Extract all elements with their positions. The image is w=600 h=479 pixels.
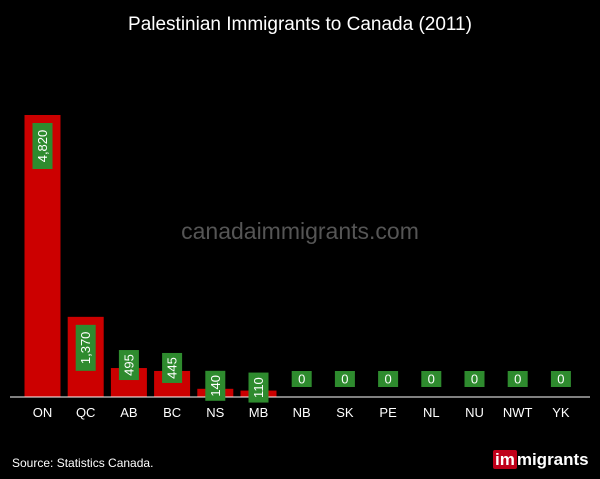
data-label-bg — [507, 371, 528, 387]
data-label-bg — [205, 370, 226, 401]
data-label-nu: 0 — [464, 371, 485, 387]
x-tick-label-pe: PE — [379, 405, 397, 420]
x-tick-label-nu: NU — [465, 405, 484, 420]
data-label-text: 0 — [428, 372, 435, 387]
data-label-on: 4,820 — [32, 123, 53, 169]
data-label-bg — [32, 123, 53, 169]
data-label-bg — [378, 371, 399, 387]
data-label-bg — [421, 371, 442, 387]
data-label-bg — [334, 371, 355, 387]
data-label-text: 140 — [208, 375, 223, 397]
x-tick-label-mb: MB — [249, 405, 269, 420]
data-label-bg — [291, 371, 312, 387]
data-label-text: 0 — [471, 372, 478, 387]
data-label-bg — [75, 324, 96, 371]
data-label-bg — [162, 352, 183, 383]
logo-text: migrants — [516, 450, 589, 469]
data-label-sk: 0 — [334, 371, 355, 387]
data-label-nwt: 0 — [507, 371, 528, 387]
x-tick-label-nl: NL — [423, 405, 440, 420]
data-label-text: 110 — [251, 377, 266, 398]
data-label-text: 1,370 — [78, 332, 93, 365]
watermark-text: canadaimmigrants.com — [181, 218, 419, 244]
data-label-text: 0 — [298, 372, 305, 387]
data-label-ns: 140 — [205, 370, 226, 401]
data-label-pe: 0 — [378, 371, 399, 387]
data-label-bg — [464, 371, 485, 387]
chart-title: Palestinian Immigrants to Canada (2011) — [128, 14, 472, 35]
data-label-yk: 0 — [550, 371, 571, 387]
data-label-ab: 495 — [118, 350, 139, 381]
data-label-text: 0 — [341, 372, 348, 387]
x-tick-label-on: ON — [33, 405, 53, 420]
x-tick-label-nb: NB — [293, 405, 311, 420]
data-label-nb: 0 — [291, 371, 312, 387]
data-label-mb: 110 — [248, 372, 269, 403]
data-label-text: 495 — [121, 354, 136, 376]
x-tick-label-qc: QC — [76, 405, 96, 420]
x-tick-label-ab: AB — [120, 405, 137, 420]
data-label-text: 4,820 — [35, 130, 50, 163]
x-tick-label-yk: YK — [552, 405, 570, 420]
data-label-bg — [550, 371, 571, 387]
x-tick-label-sk: SK — [336, 405, 354, 420]
data-label-bg — [118, 350, 139, 381]
data-label-text: 0 — [384, 372, 391, 387]
data-label-qc: 1,370 — [75, 324, 96, 371]
data-label-bc: 445 — [162, 352, 183, 383]
x-tick-label-ns: NS — [206, 405, 224, 420]
data-label-text: 0 — [514, 372, 521, 387]
brand-logo: im migrants — [493, 450, 589, 470]
logo-mark: im — [493, 450, 517, 469]
x-tick-label-nwt: NWT — [503, 405, 533, 420]
data-label-text: 445 — [165, 357, 180, 379]
x-tick-label-bc: BC — [163, 405, 181, 420]
source-note: Source: Statistics Canada. — [12, 456, 154, 470]
data-label-nl: 0 — [421, 371, 442, 387]
data-label-text: 0 — [557, 372, 564, 387]
data-label-bg — [248, 372, 269, 403]
